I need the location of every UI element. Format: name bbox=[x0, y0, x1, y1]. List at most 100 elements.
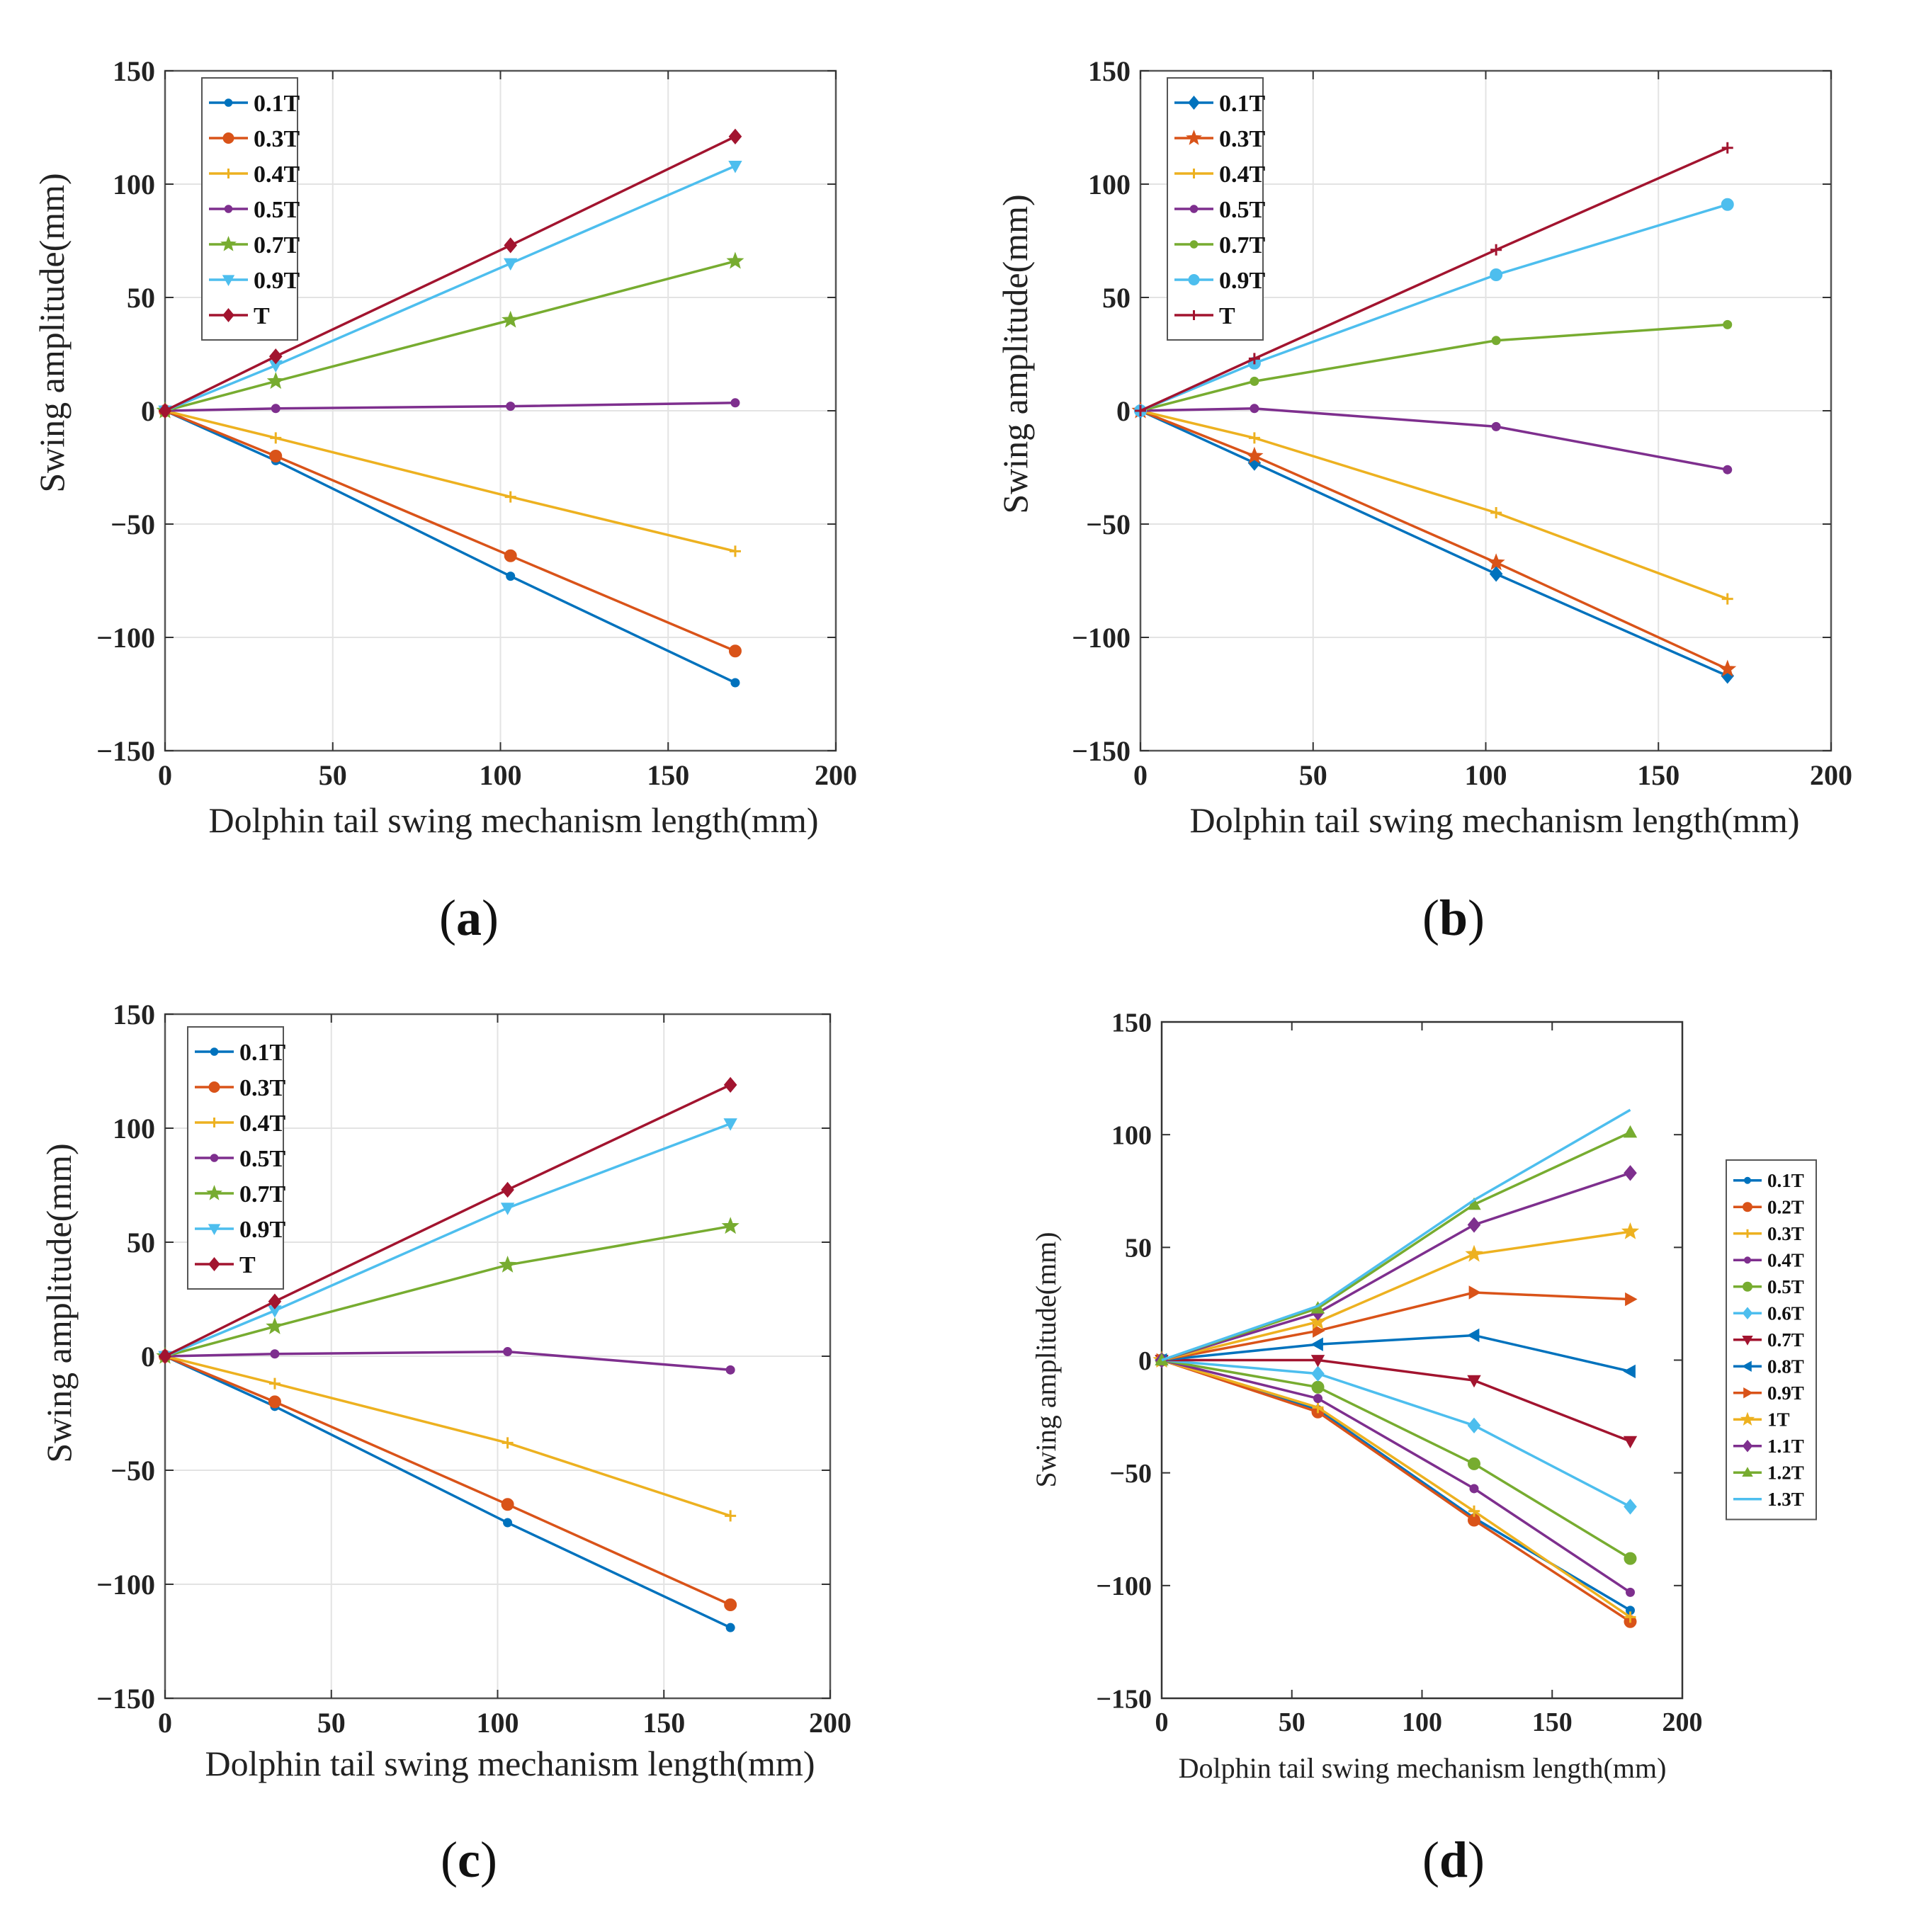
y-tick-label: 100 bbox=[1111, 1120, 1152, 1150]
data-point-0.9T bbox=[1313, 1324, 1325, 1338]
x-axis-title: Dolphin tail swing mechanism length(mm) bbox=[1190, 800, 1800, 840]
data-point-0.9T bbox=[1490, 268, 1503, 281]
x-tick-label: 200 bbox=[1662, 1707, 1703, 1737]
legend-marker bbox=[224, 205, 233, 213]
data-point-0.5T bbox=[1723, 465, 1733, 475]
legend-marker bbox=[1743, 1281, 1752, 1292]
x-tick-label: 100 bbox=[1465, 759, 1507, 791]
x-axis-title: Dolphin tail swing mechanism length(mm) bbox=[205, 1744, 815, 1783]
data-point-0.5T bbox=[730, 398, 740, 408]
legend-marker bbox=[1189, 240, 1199, 249]
data-point-1.1T bbox=[1467, 1217, 1481, 1233]
data-point-0.1T bbox=[1489, 566, 1503, 582]
data-point-1.2T bbox=[1623, 1125, 1638, 1138]
x-tick-label: 150 bbox=[647, 759, 689, 791]
series-line-0.1T bbox=[164, 1355, 731, 1629]
legend-label: 0.5T bbox=[254, 197, 300, 223]
data-point-0.5T bbox=[1624, 1552, 1637, 1565]
legend-marker bbox=[208, 1257, 220, 1271]
x-tick-label: 150 bbox=[1637, 759, 1679, 791]
data-point-0.1T bbox=[725, 1623, 735, 1632]
legend-label: T bbox=[1219, 303, 1235, 329]
x-tick-label: 150 bbox=[1532, 1707, 1573, 1737]
data-point-0.4T bbox=[1313, 1394, 1322, 1404]
panel-label: (b) bbox=[1422, 890, 1485, 946]
data-point-0.1T bbox=[503, 1518, 513, 1528]
legend-marker bbox=[1744, 1176, 1751, 1184]
legend-label: 0.7T bbox=[1767, 1329, 1804, 1351]
y-tick-label: −100 bbox=[96, 1569, 155, 1601]
series-line-1.3T bbox=[1161, 1108, 1631, 1362]
legend-marker bbox=[209, 1118, 220, 1127]
data-point-0.7T bbox=[1723, 319, 1733, 329]
legend-label: 0.3T bbox=[254, 126, 300, 152]
data-point-1T bbox=[1308, 1312, 1327, 1330]
panel-label-open: ( bbox=[439, 890, 456, 946]
series-line-0.4T bbox=[1161, 1358, 1631, 1593]
y-tick-label: −100 bbox=[1096, 1572, 1152, 1601]
series-line-1.1T bbox=[1161, 1171, 1631, 1362]
legend-marker bbox=[208, 1081, 220, 1093]
legend-label: 0.3T bbox=[1219, 126, 1266, 152]
legend-marker bbox=[1743, 1202, 1752, 1212]
data-point-0.5T bbox=[271, 404, 281, 414]
y-tick-label: 0 bbox=[1116, 395, 1131, 427]
legend-label: 0.7T bbox=[1219, 232, 1266, 258]
data-point-0.7T bbox=[1467, 1375, 1481, 1388]
y-axis-title: Swing amplitude(mm) bbox=[995, 194, 1035, 513]
legend-marker bbox=[1743, 1229, 1752, 1238]
series-line-0.3T bbox=[164, 409, 736, 652]
chart-panel-a: 0 50 100 150 200 150 100 50 0 −50 −100 −150 Dolphin … bbox=[32, 55, 857, 840]
series-group bbox=[156, 1076, 740, 1632]
series-line-0.7T bbox=[1162, 1358, 1631, 1443]
series-line-0.5T bbox=[164, 1350, 731, 1372]
series-line-0.9T bbox=[164, 1122, 731, 1358]
legend-label: 0.7T bbox=[239, 1181, 286, 1208]
data-point-0.7T bbox=[502, 310, 520, 328]
data-point-0.9T bbox=[1721, 198, 1734, 211]
legend: 0.1T 0.3T 0.4T 0.5T 0.7T 0.9T T bbox=[1167, 77, 1266, 341]
x-axis-title: Dolphin tail swing mechanism length(mm) bbox=[209, 800, 819, 840]
legend-label: 0.9T bbox=[1767, 1382, 1804, 1404]
series-line-0.4T bbox=[1140, 409, 1728, 601]
data-point-T bbox=[268, 1293, 282, 1309]
x-tick-label: 0 bbox=[1133, 759, 1148, 791]
data-point-0.4T bbox=[1626, 1587, 1635, 1597]
series-group bbox=[1131, 142, 1737, 684]
series-line-0.9T bbox=[1161, 1291, 1631, 1362]
legend-label: 0.3T bbox=[1767, 1223, 1804, 1244]
panel-label-close: ) bbox=[480, 1831, 497, 1888]
data-point-0.4T bbox=[729, 545, 741, 557]
legend-marker bbox=[1189, 310, 1199, 320]
data-point-T bbox=[1135, 405, 1146, 416]
data-point-0.5T bbox=[270, 1349, 280, 1359]
y-tick-label: −100 bbox=[96, 622, 155, 654]
legend-label: 1T bbox=[1767, 1409, 1790, 1431]
data-point-0.6T bbox=[1624, 1499, 1637, 1515]
series-line-0.7T bbox=[1140, 323, 1728, 412]
legend-marker bbox=[1188, 274, 1200, 285]
data-point-0.5T bbox=[1311, 1380, 1325, 1394]
legend-label: 0.9T bbox=[254, 268, 300, 294]
panel-label-close: ) bbox=[482, 890, 499, 946]
data-point-0.4T bbox=[725, 1510, 737, 1522]
x-tick-label: 0 bbox=[158, 1707, 172, 1739]
chart-panel-d: 0 50 100 150 200 150 100 50 0 −50 −100 −150 Dolphin … bbox=[1030, 1008, 1817, 1784]
legend: 0.1T 0.3T 0.4T 0.5T 0.7T 0.9T T bbox=[201, 77, 300, 341]
data-point-0.8T bbox=[1310, 1337, 1323, 1351]
legend-label: 1.1T bbox=[1767, 1436, 1804, 1457]
data-point-T bbox=[1490, 244, 1502, 256]
data-point-0.5T bbox=[1250, 404, 1259, 414]
data-point-0.7T bbox=[726, 251, 744, 269]
x-tick-label: 200 bbox=[1810, 759, 1852, 791]
data-point-0.9T bbox=[728, 161, 742, 174]
data-point-0.4T bbox=[1721, 593, 1733, 605]
legend-label: 0.9T bbox=[1219, 268, 1266, 294]
y-tick-label: 150 bbox=[1111, 1008, 1152, 1038]
data-point-0.7T bbox=[1623, 1436, 1638, 1449]
series-line-0.5T bbox=[1161, 1358, 1631, 1560]
data-point-0.4T bbox=[268, 1377, 281, 1390]
legend-marker bbox=[210, 1047, 219, 1056]
legend: 0.1T 0.3T 0.4T 0.5T 0.7T 0.9T T bbox=[187, 1026, 286, 1290]
